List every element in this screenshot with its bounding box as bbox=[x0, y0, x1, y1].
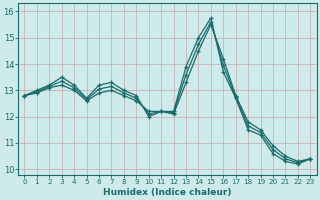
X-axis label: Humidex (Indice chaleur): Humidex (Indice chaleur) bbox=[103, 188, 232, 197]
